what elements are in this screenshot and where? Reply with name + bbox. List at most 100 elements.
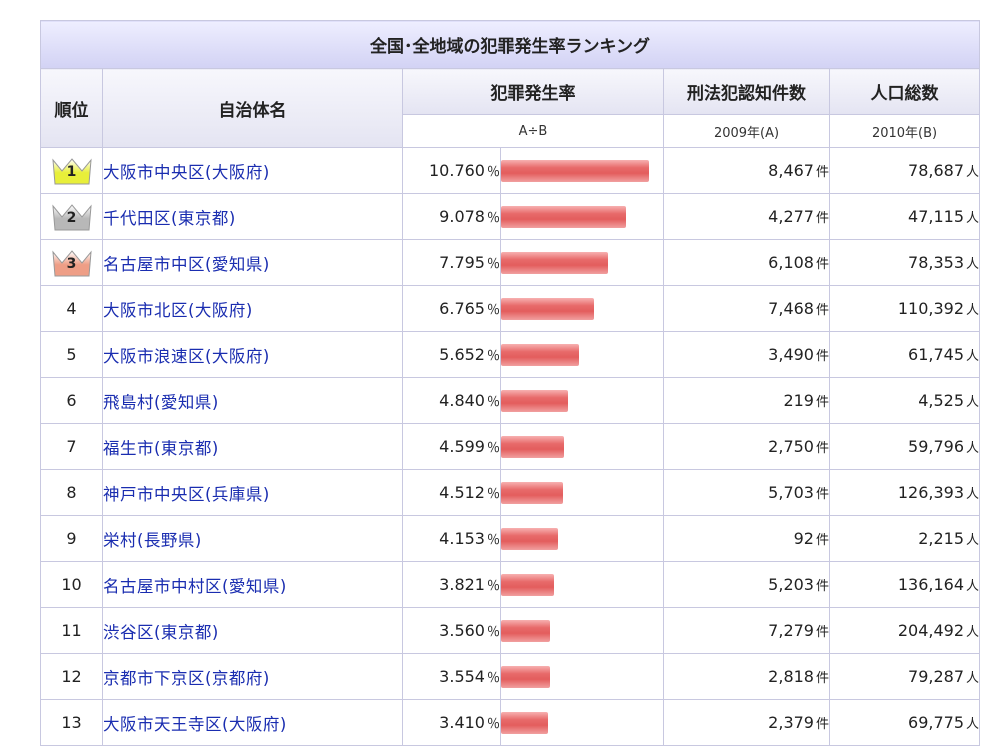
crimes-unit: 件: [815, 441, 829, 456]
municipality-link[interactable]: 渋谷区(東京都): [103, 622, 219, 642]
crimes-unit: 件: [815, 717, 829, 732]
crimes-unit: 件: [815, 671, 829, 686]
crimes-value: 92: [793, 529, 814, 548]
bronze-crown-icon: 3: [51, 248, 93, 278]
population-cell: 59,796 人: [828, 423, 981, 470]
crimes-value: 7,468: [768, 299, 814, 318]
municipality-link[interactable]: 福生市(東京都): [103, 438, 219, 458]
municipality-link[interactable]: 栄村(長野県): [103, 530, 202, 550]
name-cell: 京都市下京区(京都府): [102, 653, 403, 700]
rate-unit: ％: [486, 533, 500, 548]
crimes-unit: 件: [815, 257, 829, 272]
rate-unit: ％: [486, 395, 500, 410]
rate-bar: [501, 159, 649, 182]
municipality-link[interactable]: 飛島村(愛知県): [103, 392, 219, 412]
header-population: 人口総数: [828, 68, 981, 115]
rate-cell: 10.760 ％: [402, 147, 501, 194]
municipality-link[interactable]: 千代田区(東京都): [103, 208, 236, 228]
crimes-value: 7,279: [768, 621, 814, 640]
rate-bar: [501, 619, 550, 642]
population-cell: 136,164 人: [828, 561, 981, 608]
rank-number: 1: [66, 163, 77, 180]
rate-bar: [501, 205, 626, 228]
table-row: 11 渋谷区(東京都) 3.560 ％ 7,279 件 204,492 人: [40, 607, 981, 654]
population-unit: 人: [966, 717, 980, 732]
name-cell: 大阪市浪速区(大阪府): [102, 331, 403, 378]
rank-number: 8: [66, 483, 77, 502]
rank-number: 2: [66, 209, 77, 226]
population-value: 47,115: [908, 207, 965, 226]
population-value: 126,393: [897, 483, 965, 502]
crimes-cell: 3,490 件: [663, 331, 830, 378]
rate-bar: [501, 665, 550, 688]
header-rank: 順位: [40, 68, 103, 148]
rate-bar-cell: [500, 193, 664, 240]
municipality-link[interactable]: 名古屋市中区(愛知県): [103, 254, 270, 274]
rate-unit: ％: [486, 349, 500, 364]
municipality-link[interactable]: 大阪市中央区(大阪府): [103, 162, 270, 182]
rate-unit: ％: [486, 717, 500, 732]
crimes-unit: 件: [815, 349, 829, 364]
population-unit: 人: [966, 671, 980, 686]
population-value: 59,796: [908, 437, 965, 456]
rate-cell: 3.560 ％: [402, 607, 501, 654]
crimes-unit: 件: [815, 165, 829, 180]
rate-cell: 3.410 ％: [402, 699, 501, 746]
rate-cell: 9.078 ％: [402, 193, 501, 240]
rate-bar: [501, 251, 608, 274]
crimes-unit: 件: [815, 211, 829, 226]
municipality-link[interactable]: 神戸市中央区(兵庫県): [103, 484, 270, 504]
rank-number: 12: [61, 667, 82, 686]
population-unit: 人: [966, 257, 980, 272]
table-title: 全国･全地域の犯罪発生率ランキング: [39, 20, 981, 69]
population-value: 69,775: [908, 713, 965, 732]
crimes-cell: 5,203 件: [663, 561, 830, 608]
name-cell: 福生市(東京都): [102, 423, 403, 470]
rank-cell: 10: [40, 561, 103, 608]
crimes-cell: 2,818 件: [663, 653, 830, 700]
rank-cell: 7: [40, 423, 103, 470]
rank-cell: 1: [40, 147, 103, 194]
municipality-link[interactable]: 大阪市北区(大阪府): [103, 300, 253, 320]
rate-cell: 6.765 ％: [402, 285, 501, 332]
rate-value: 3.554: [439, 667, 485, 686]
name-cell: 千代田区(東京都): [102, 193, 403, 240]
rate-bar: [501, 711, 548, 734]
population-unit: 人: [966, 487, 980, 502]
rate-bar-cell: [500, 653, 664, 700]
rate-value: 9.078: [439, 207, 485, 226]
rate-unit: ％: [486, 579, 500, 594]
rank-cell: 12: [40, 653, 103, 700]
rate-value: 10.760: [429, 161, 485, 180]
header-crimes: 刑法犯認知件数: [663, 68, 830, 115]
crimes-cell: 7,468 件: [663, 285, 830, 332]
crimes-cell: 92 件: [663, 515, 830, 562]
crimes-cell: 2,750 件: [663, 423, 830, 470]
municipality-link[interactable]: 大阪市浪速区(大阪府): [103, 346, 270, 366]
crimes-value: 3,490: [768, 345, 814, 364]
municipality-link[interactable]: 名古屋市中村区(愛知県): [103, 576, 287, 596]
rate-bar-cell: [500, 469, 664, 516]
table-row: 3 名古屋市中区(愛知県) 7.795 ％ 6,108 件 78,353 人: [40, 239, 981, 286]
population-cell: 79,287 人: [828, 653, 981, 700]
subheader-crimes: 2009年(A): [663, 114, 830, 148]
rank-cell: 13: [40, 699, 103, 746]
rate-value: 3.821: [439, 575, 485, 594]
population-unit: 人: [966, 303, 980, 318]
rate-unit: ％: [486, 257, 500, 272]
municipality-link[interactable]: 京都市下京区(京都府): [103, 668, 270, 688]
rate-bar-cell: [500, 377, 664, 424]
header-name: 自治体名: [102, 68, 403, 148]
header-rate: 犯罪発生率: [402, 68, 664, 115]
rate-bar-cell: [500, 607, 664, 654]
rate-value: 4.153: [439, 529, 485, 548]
gold-crown-icon: 1: [51, 156, 93, 186]
rate-cell: 7.795 ％: [402, 239, 501, 286]
population-cell: 69,775 人: [828, 699, 981, 746]
municipality-link[interactable]: 大阪市天王寺区(大阪府): [103, 714, 287, 734]
rank-number: 13: [61, 713, 82, 732]
table-row: 9 栄村(長野県) 4.153 ％ 92 件 2,215 人: [40, 515, 981, 562]
name-cell: 大阪市北区(大阪府): [102, 285, 403, 332]
population-cell: 4,525 人: [828, 377, 981, 424]
population-cell: 61,745 人: [828, 331, 981, 378]
